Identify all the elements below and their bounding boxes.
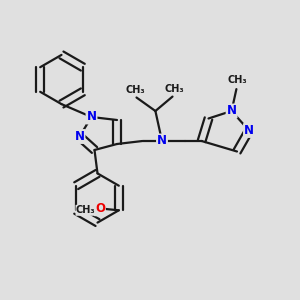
Text: N: N [86,110,97,124]
Text: N: N [226,104,237,118]
Text: CH₃: CH₃ [76,205,96,215]
Text: N: N [244,124,254,137]
Text: CH₃: CH₃ [125,85,145,95]
Text: CH₃: CH₃ [164,84,184,94]
Text: CH₃: CH₃ [227,75,247,85]
Text: N: N [157,134,167,148]
Text: O: O [95,202,105,215]
Text: N: N [74,130,85,143]
